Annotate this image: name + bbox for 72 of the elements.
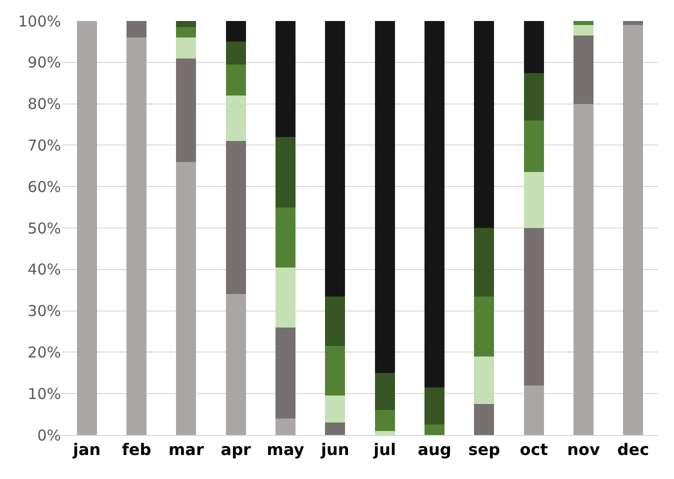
bar <box>176 27 196 38</box>
bar <box>524 385 544 435</box>
bar <box>374 410 395 431</box>
y-tick-label: 100% <box>18 12 61 30</box>
bar <box>574 25 594 36</box>
bar <box>474 228 494 296</box>
bar <box>226 42 246 64</box>
bar <box>76 21 97 435</box>
bar <box>226 294 246 435</box>
y-tick-label: 80% <box>28 95 61 114</box>
bar <box>424 387 444 425</box>
bar <box>325 21 346 296</box>
x-tick-label: apr <box>220 440 252 460</box>
bar <box>226 64 246 96</box>
bar <box>374 372 395 410</box>
y-tick-label: 70% <box>28 136 61 154</box>
bar <box>424 21 444 388</box>
y-tick-label: 0% <box>37 426 61 444</box>
bar <box>276 418 296 435</box>
bar <box>276 21 296 137</box>
bar <box>276 207 296 268</box>
bar <box>226 96 246 142</box>
bar <box>524 72 544 120</box>
x-tick-label: feb <box>122 440 152 460</box>
x-tick-label: mar <box>168 440 204 460</box>
x-tick-label: oct <box>520 440 548 460</box>
bar <box>474 404 494 435</box>
bar <box>374 430 395 435</box>
x-tick-label: dec <box>617 440 650 460</box>
bar <box>574 35 594 104</box>
bar <box>574 21 594 26</box>
x-tick-label: jan <box>72 440 101 460</box>
y-tick-label: 90% <box>28 54 61 72</box>
y-tick-label: 50% <box>28 219 61 238</box>
x-tick-label: nov <box>567 440 600 460</box>
bar <box>474 21 494 228</box>
bar <box>325 346 346 396</box>
bar <box>574 104 594 435</box>
bar <box>424 424 444 435</box>
bar <box>623 21 644 26</box>
bar <box>176 21 196 28</box>
bar <box>374 21 395 373</box>
bar <box>325 296 346 346</box>
bar <box>276 267 296 328</box>
bar <box>226 21 246 42</box>
bar <box>226 141 246 294</box>
bar <box>524 21 544 73</box>
bar <box>325 422 346 435</box>
x-tick-label: jul <box>372 440 396 460</box>
bar <box>276 136 296 208</box>
bar <box>126 21 146 38</box>
bar <box>623 25 644 435</box>
bar <box>524 120 544 172</box>
bar <box>474 296 494 356</box>
bar <box>524 228 544 386</box>
y-tick-label: 20% <box>28 343 61 362</box>
x-tick-label: jun <box>320 440 350 460</box>
bar <box>524 172 544 228</box>
x-tick-label: may <box>266 440 305 460</box>
bar <box>176 58 196 162</box>
bar <box>474 356 494 404</box>
x-tick-label: aug <box>418 440 452 460</box>
bar <box>176 38 196 58</box>
x-tick-label: sep <box>468 440 500 460</box>
bar <box>276 327 296 418</box>
y-tick-label: 60% <box>28 178 61 196</box>
y-tick-label: 40% <box>28 260 61 279</box>
bar <box>176 162 196 435</box>
y-tick-label: 30% <box>28 302 61 320</box>
y-tick-label: 10% <box>28 384 61 403</box>
bar <box>325 396 346 423</box>
bar <box>126 38 146 435</box>
